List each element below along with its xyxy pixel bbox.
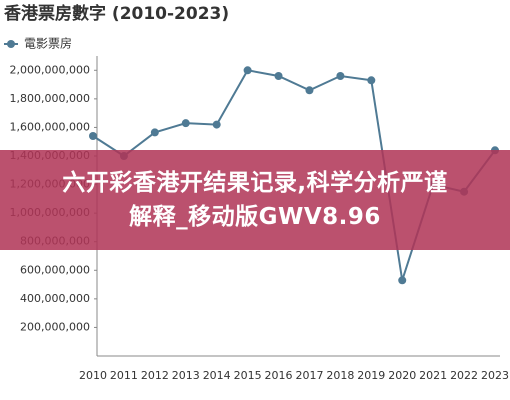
point [89, 132, 97, 140]
x-tick-label: 2023 [481, 369, 509, 382]
point [336, 72, 345, 80]
x-tick-label: 2012 [141, 369, 169, 382]
y-tick-label: 1,800,000,000 [10, 92, 90, 105]
x-tick-label: 2015 [234, 369, 262, 382]
x-tick-label: 2018 [326, 369, 354, 382]
x-tick-label: 2014 [203, 369, 231, 382]
chart-title: 香港票房數字 (2010-2023) [4, 3, 229, 24]
legend-label: 電影票房 [24, 36, 72, 51]
x-tick-label: 2016 [265, 369, 293, 382]
point [181, 119, 190, 128]
x-tick-label: 2013 [172, 369, 200, 382]
point [305, 86, 314, 95]
x-tick-label: 2021 [419, 369, 447, 382]
y-tick-label: 400,000,000 [20, 292, 90, 305]
point [274, 72, 283, 80]
point [212, 120, 221, 129]
x-tick-label: 2011 [110, 369, 138, 382]
point [367, 76, 376, 85]
x-tick-label: 2022 [450, 369, 478, 382]
legend-marker [7, 40, 15, 48]
y-tick-label: 600,000,000 [20, 263, 90, 276]
x-tick-label: 2017 [295, 369, 323, 382]
y-tick-label: 2,000,000,000 [10, 63, 90, 76]
banner-text: 六开彩香港开结果记录,科学分析严谨解释_移动版GWV8.96 [62, 170, 448, 230]
point [398, 276, 407, 285]
x-tick-label: 2010 [79, 369, 107, 382]
x-tick-label: 2020 [388, 369, 416, 382]
point [243, 66, 252, 75]
y-tick-label: 200,000,000 [20, 320, 90, 333]
x-tick-label: 2019 [357, 369, 385, 382]
point [150, 128, 159, 137]
y-tick-label: 1,600,000,000 [10, 120, 90, 133]
banner: 六开彩香港开结果记录,科学分析严谨解释_移动版GWV8.96 [0, 150, 510, 250]
